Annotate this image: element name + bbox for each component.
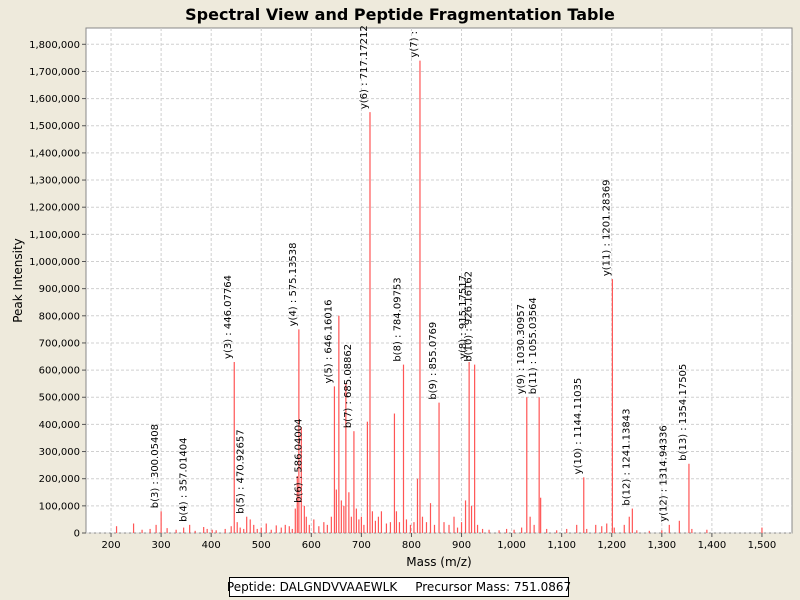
x-tick-label: 1,100: [547, 540, 576, 551]
chart-title: Spectral View and Peptide Fragmentation …: [185, 5, 615, 24]
fragment-label: y(8) : 915.17517: [458, 275, 469, 359]
fragment-label: y(6) : 717.17212: [359, 25, 370, 109]
fragment-label: b(3) : 300.05408: [150, 424, 161, 508]
y-tick-label: 1,800,000: [29, 40, 80, 51]
fragment-label: y(7) :: [409, 31, 420, 58]
x-tick-label: 600: [302, 540, 321, 551]
y-tick-label: 1,200,000: [29, 203, 80, 214]
fragment-label: b(8) : 784.09753: [392, 277, 403, 361]
y-tick-label: 1,000,000: [29, 257, 80, 268]
y-tick-label: 400,000: [39, 420, 80, 431]
peak-layer: [115, 60, 763, 533]
peptide-label: Peptide: DALGNDVVAAEWLK: [226, 580, 398, 594]
y-tick-label: 1,500,000: [29, 121, 80, 132]
y-tick-label: 300,000: [39, 447, 80, 458]
precursor-mass-label: Precursor Mass: 751.0867: [415, 580, 572, 594]
fragment-label: b(11) : 1055.03564: [528, 297, 539, 394]
y-tick-label: 900,000: [39, 284, 80, 295]
fragment-label: y(4) : 575.13538: [288, 242, 299, 326]
fragment-label: y(10) : 1144.11035: [573, 378, 584, 475]
fragment-label: b(9) : 855.0769: [428, 322, 439, 400]
fragment-label: y(9) : 1030.30957: [516, 304, 527, 394]
x-tick-label: 1,500: [748, 540, 777, 551]
y-tick-label: 500,000: [39, 393, 80, 404]
x-tick-label: 1,200: [597, 540, 626, 551]
y-tick-label: 1,300,000: [29, 176, 80, 187]
y-tick-label: 600,000: [39, 366, 80, 377]
axis-layer: 0 100,000 200,000 300,000 400,000 500,000 600,…: [29, 40, 776, 551]
y-tick-label: 1,100,000: [29, 230, 80, 241]
fragment-label: b(13) : 1354.17505: [678, 364, 689, 461]
x-tick-label: 800: [402, 540, 421, 551]
x-tick-label: 1,400: [698, 540, 727, 551]
grid-layer: [86, 28, 792, 534]
fragment-label: b(12) : 1241.13843: [621, 409, 632, 506]
x-tick-label: 700: [352, 540, 371, 551]
fragment-label: y(3) : 446.07764: [223, 275, 234, 359]
y-tick-label: 1,400,000: [29, 148, 80, 159]
x-tick-label: 400: [202, 540, 221, 551]
fragment-label: y(5) : 646.16016: [323, 299, 334, 383]
y-tick-label: 1,600,000: [29, 94, 80, 105]
fragment-label: y(12) : 1314.94336: [658, 425, 669, 522]
x-tick-label: 500: [252, 540, 271, 551]
y-axis-title: Peak Intensity: [11, 238, 25, 323]
peptide-info-box: Peptide: DALGNDVVAAEWLK Precursor Mass: …: [226, 577, 572, 597]
y-tick-label: 0: [74, 529, 80, 540]
fragment-label: b(7) : 685.08862: [343, 344, 354, 428]
y-tick-label: 1,700,000: [29, 67, 80, 78]
x-tick-label: 300: [152, 540, 171, 551]
y-tick-label: 800,000: [39, 311, 80, 322]
y-tick-label: 100,000: [39, 501, 80, 512]
fragment-label: b(6) : 586.04004: [293, 419, 304, 503]
fragment-label: b(4) : 357.01404: [179, 438, 190, 522]
fragment-label: b(10) : 926.16162: [464, 271, 475, 362]
fragment-label: b(5) : 470.92657: [236, 429, 247, 513]
x-tick-label: 1,000: [497, 540, 526, 551]
annotation-layer: b(3) : 300.05408 b(4) : 357.01404 y(3) : 4…: [150, 25, 689, 522]
fragment-label: y(11) : 1201.28369: [601, 180, 612, 277]
y-tick-label: 200,000: [39, 474, 80, 485]
x-tick-label: 1,300: [647, 540, 676, 551]
x-tick-label: 900: [452, 540, 471, 551]
x-tick-label: 200: [101, 540, 120, 551]
x-axis-title: Mass (m/z): [406, 555, 471, 569]
y-tick-label: 700,000: [39, 338, 80, 349]
